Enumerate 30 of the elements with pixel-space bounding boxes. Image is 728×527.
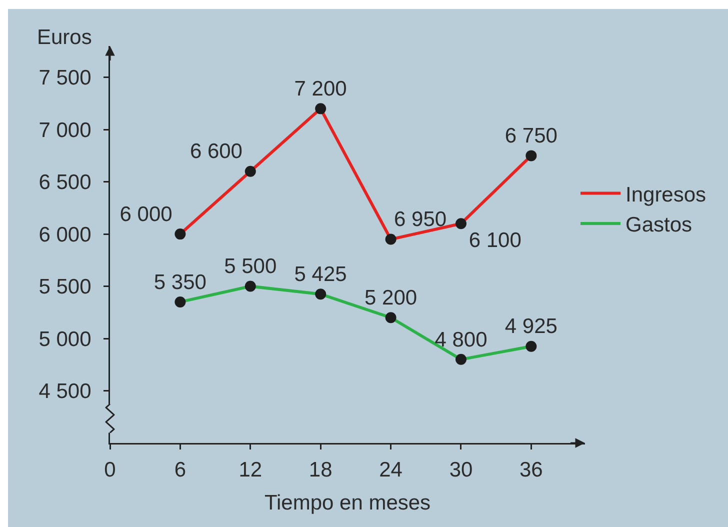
x-tick-label: 12 <box>238 458 262 482</box>
data-label: 4 800 <box>434 328 488 352</box>
y-axis-title: Euros <box>37 26 92 49</box>
y-tick-label: 7 500 <box>38 66 92 90</box>
data-label: 5 350 <box>154 270 206 294</box>
x-tick-label: 0 <box>104 458 116 482</box>
x-tick-label: 36 <box>520 458 543 482</box>
y-tick-label: 5 500 <box>38 276 92 299</box>
x-tick-label: 30 <box>449 458 473 482</box>
data-label: 6 100 <box>468 229 522 252</box>
y-tick-label: 5 000 <box>38 328 92 351</box>
legend-label: Gastos <box>626 214 692 237</box>
data-label: 6 600 <box>190 140 243 164</box>
x-axis-title: Tiempo en meses <box>264 492 431 515</box>
y-tick-label: 4 500 <box>38 380 92 404</box>
y-tick-label: 7 000 <box>38 118 92 142</box>
annotation: 6 950 <box>394 208 447 231</box>
x-tick-label: 18 <box>308 458 332 482</box>
data-label: 5 500 <box>224 255 277 278</box>
data-label: 4 925 <box>504 315 558 338</box>
legend-label: Ingresos <box>626 183 706 206</box>
data-label: 6 000 <box>120 202 172 226</box>
data-label: 6 750 <box>504 124 558 148</box>
x-tick-label: 6 <box>174 458 186 482</box>
data-label: 7 200 <box>294 78 347 101</box>
data-label: 5 200 <box>364 286 418 310</box>
y-tick-label: 6 000 <box>38 223 92 246</box>
y-tick-label: 6 500 <box>38 171 92 194</box>
data-label: 5 425 <box>294 263 347 286</box>
x-tick-label: 24 <box>379 458 403 482</box>
